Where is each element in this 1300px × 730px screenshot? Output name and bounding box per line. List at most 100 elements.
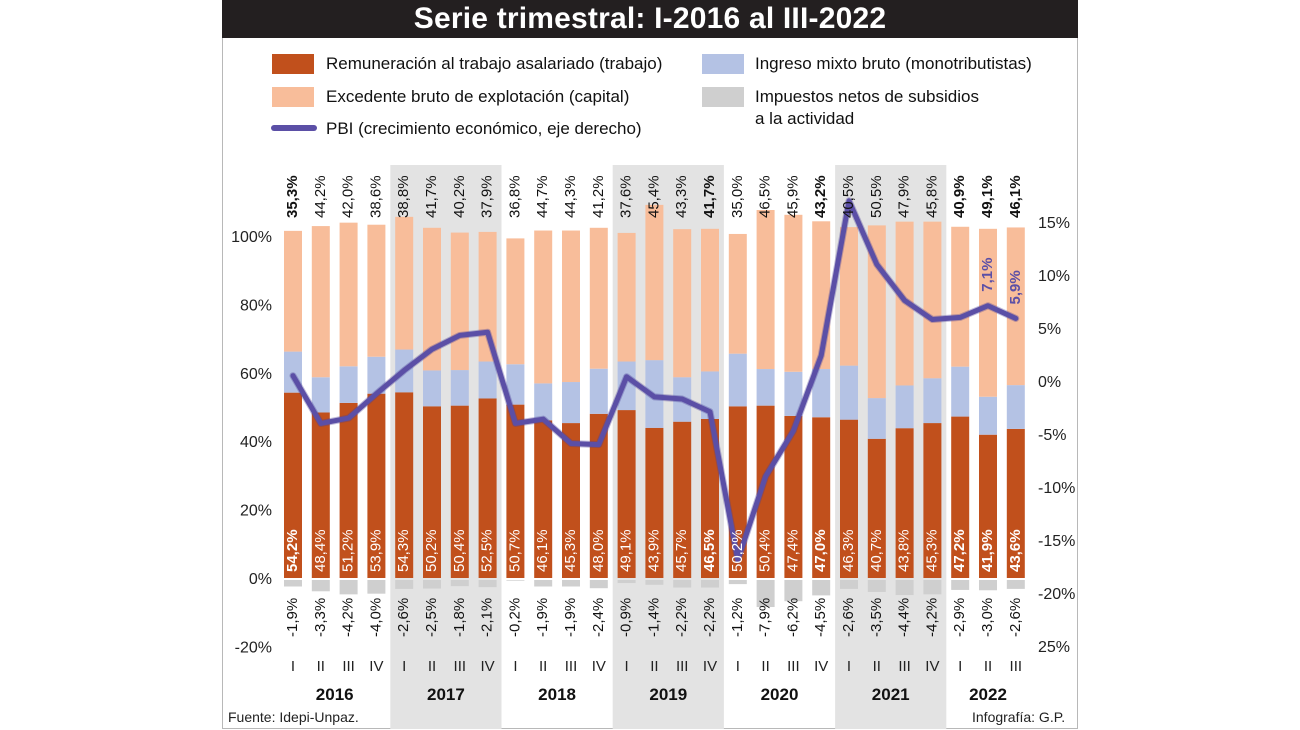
label-impuestos: -1,2%: [729, 598, 746, 637]
legend-label-mixto: Ingreso mixto bruto (monotributistas): [755, 54, 1032, 73]
label-trabajo: 45,3%: [562, 529, 579, 572]
label-impuestos: -1,9%: [534, 598, 551, 637]
label-capital: 46,1%: [1007, 175, 1024, 218]
label-capital: 41,7%: [701, 175, 718, 218]
bar-mixto: [562, 382, 580, 424]
bar-trabajo: [756, 405, 775, 578]
y-right-tick: 15%: [1038, 215, 1070, 232]
x-quarter-label: IV: [481, 658, 495, 675]
label-trabajo: 43,8%: [896, 529, 913, 572]
bar-trabajo: [673, 421, 692, 578]
x-quarter-label: IV: [592, 658, 606, 675]
x-quarter-label: I: [847, 658, 851, 675]
bar-mixto: [311, 377, 330, 413]
label-impuestos: -4,5%: [812, 598, 829, 637]
label-capital: 45,4%: [645, 175, 662, 218]
bar-impuestos: [284, 580, 302, 587]
bar-impuestos: [423, 580, 441, 589]
label-trabajo: 49,1%: [618, 529, 635, 572]
label-capital: 38,6%: [367, 175, 384, 218]
bar-trabajo: [395, 392, 414, 578]
bar-impuestos: [450, 580, 469, 587]
bar-capital: [784, 214, 803, 372]
label-impuestos: -2,5%: [423, 598, 440, 637]
bar-mixto: [589, 368, 608, 414]
y-right-tick: -20%: [1038, 586, 1075, 603]
x-year-label: 2022: [969, 685, 1007, 704]
bar-impuestos: [1006, 580, 1025, 589]
label-trabajo: 47,2%: [951, 529, 968, 572]
credit-note: Infografía: G.P.: [972, 709, 1066, 725]
bar-capital: [534, 230, 553, 384]
label-trabajo: 40,7%: [868, 529, 885, 572]
pbi-line: [290, 198, 1019, 563]
y-left-tick: 0%: [249, 571, 272, 588]
y-left-tick: 20%: [240, 503, 272, 520]
x-quarter-label: II: [428, 658, 436, 675]
x-quarter-label: II: [984, 658, 992, 675]
bar-impuestos: [701, 580, 719, 588]
label-trabajo: 54,2%: [284, 529, 301, 572]
bar-mixto: [1006, 385, 1025, 429]
label-capital: 49,1%: [979, 175, 996, 218]
x-quarter-label: IV: [369, 658, 383, 675]
legend-label-capital: Excedente bruto de explotación (capital): [326, 87, 630, 106]
bar-impuestos: [478, 580, 497, 588]
legend-swatch-mixto: [702, 54, 744, 74]
x-year-label: 2019: [649, 685, 687, 704]
label-capital: 40,9%: [951, 175, 968, 218]
label-trabajo: 52,5%: [479, 529, 496, 572]
y-left-tick: 80%: [240, 297, 272, 314]
bar-capital: [701, 228, 719, 372]
bar-trabajo: [784, 415, 803, 578]
label-capital: 43,2%: [812, 175, 829, 218]
x-quarter-label: III: [1010, 658, 1023, 675]
label-capital: 40,2%: [451, 175, 468, 218]
bar-capital: [450, 232, 469, 371]
x-quarter-label: I: [513, 658, 517, 675]
label-impuestos: -6,2%: [784, 598, 801, 637]
bar-trabajo: [562, 423, 580, 578]
label-trabajo: 45,7%: [673, 529, 690, 572]
x-quarter-label: III: [565, 658, 578, 675]
bar-impuestos: [367, 580, 386, 594]
bar-trabajo: [589, 413, 608, 578]
bar-mixto: [534, 383, 553, 421]
bar-mixto: [951, 366, 970, 417]
bar-impuestos: [812, 580, 831, 596]
bar-capital: [367, 224, 386, 357]
label-impuestos: -2,1%: [479, 598, 496, 637]
x-quarter-label: II: [650, 658, 658, 675]
label-trabajo: 43,9%: [645, 529, 662, 572]
chart-title: Serie trimestral: I-2016 al III-2022: [222, 0, 1078, 38]
label-impuestos: -2,2%: [701, 598, 718, 637]
x-quarter-label: II: [539, 658, 547, 675]
bar-trabajo: [645, 427, 664, 578]
bar-trabajo: [534, 420, 553, 578]
bar-impuestos: [589, 580, 608, 589]
x-quarter-label: I: [402, 658, 406, 675]
label-impuestos: -4,2%: [923, 598, 940, 637]
label-impuestos: -2,6%: [395, 598, 412, 637]
x-quarter-label: II: [317, 658, 325, 675]
label-trabajo: 48,0%: [590, 529, 607, 572]
bar-capital: [728, 233, 747, 354]
bar-trabajo: [506, 404, 525, 578]
y-left-tick: 60%: [240, 366, 272, 383]
label-impuestos: -1,9%: [562, 598, 579, 637]
label-trabajo: 50,7%: [506, 529, 523, 572]
label-impuestos: -4,4%: [896, 598, 913, 637]
label-capital: 35,3%: [284, 175, 301, 218]
bar-mixto: [979, 396, 997, 435]
label-trabajo: 48,4%: [312, 529, 329, 572]
label-trabajo: 50,2%: [729, 529, 746, 572]
label-impuestos: -7,9%: [757, 598, 774, 637]
bar-capital: [645, 204, 664, 361]
label-impuestos: -2,4%: [590, 598, 607, 637]
x-year-label: 2017: [427, 685, 465, 704]
bar-capital: [562, 230, 580, 383]
x-quarter-label: IV: [703, 658, 717, 675]
bar-trabajo: [840, 419, 858, 578]
x-year-label: 2016: [316, 685, 354, 704]
legend-label-trabajo: Remuneración al trabajo asalariado (trab…: [326, 54, 663, 73]
